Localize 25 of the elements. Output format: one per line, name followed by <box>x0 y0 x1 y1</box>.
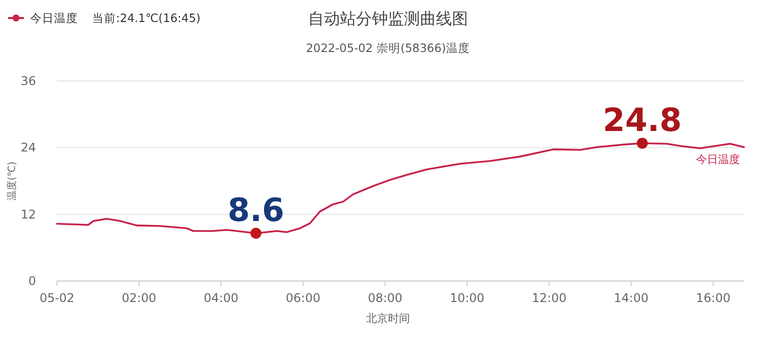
chart-title: 自动站分钟监测曲线图 <box>308 9 468 28</box>
point-label: 24.8 <box>602 101 682 149</box>
y-tick-label: 0 <box>28 274 36 288</box>
chart-subtitle: 2022-05-02 崇明(58366)温度 <box>306 41 470 55</box>
x-axis-title: 北京时间 <box>366 312 410 325</box>
x-tick-label: 08:00 <box>368 291 402 305</box>
y-axis-title: 温度(℃) <box>6 161 18 201</box>
x-tick-label: 05-02 <box>40 291 74 305</box>
x-tick-label: 12:00 <box>532 291 566 305</box>
y-tick-label: 12 <box>20 207 36 222</box>
point-label: 8.6 <box>228 191 284 239</box>
x-tick-label: 14:00 <box>614 291 649 305</box>
y-tick-label: 24 <box>20 140 36 155</box>
x-tick-label: 16:00 <box>696 291 731 305</box>
x-tick-label: 06:00 <box>286 291 320 305</box>
text: 今日温度 <box>696 153 740 166</box>
annotation: 24.8 <box>602 101 682 140</box>
text: 当前:24.1℃(16:45) <box>92 11 201 25</box>
legend: 今日温度 <box>8 11 78 25</box>
legend-label: 今日温度 <box>30 11 78 25</box>
y-tick-label: 36 <box>20 74 36 88</box>
x-tick-label: 02:00 <box>122 291 156 305</box>
x-tick-label: 10:00 <box>450 291 484 305</box>
annotation: 8.6 <box>228 191 284 230</box>
x-tick-label: 04:00 <box>204 291 238 305</box>
